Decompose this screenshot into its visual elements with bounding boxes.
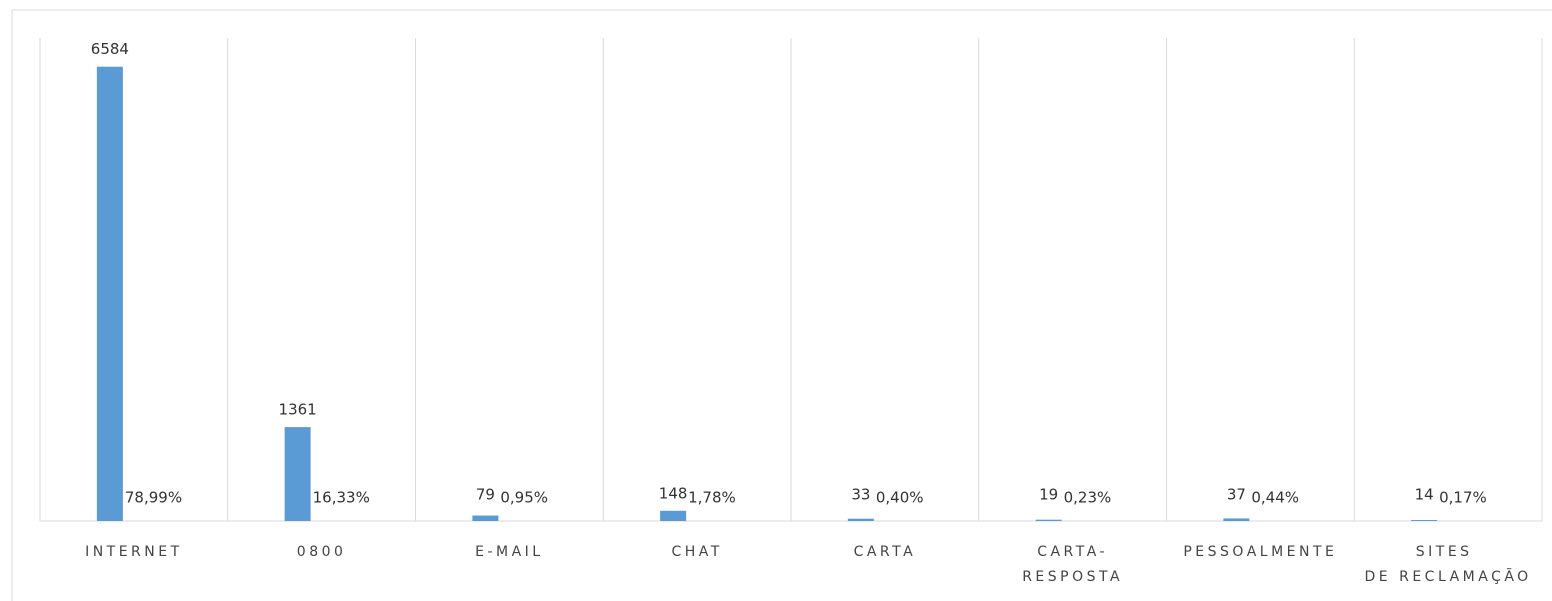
value-label: 16,33% — [313, 489, 370, 507]
value-label: 0,17% — [1439, 489, 1487, 507]
value-label: 14 — [1415, 486, 1434, 504]
value-label: 0,95% — [500, 489, 548, 507]
x-tick-label: CHAT — [671, 544, 722, 560]
bar — [847, 518, 874, 521]
x-tick-label: E-MAIL — [475, 544, 543, 560]
bar — [96, 66, 123, 521]
value-label: 6584 — [91, 40, 129, 58]
value-label: 0,23% — [1064, 489, 1112, 507]
bar — [1035, 519, 1062, 521]
x-tick-label: CARTA — [854, 544, 917, 560]
value-label: 0,44% — [1251, 489, 1299, 507]
value-label: 0,40% — [876, 489, 924, 507]
value-label: 37 — [1227, 486, 1246, 504]
x-tick-label: 0800 — [297, 544, 347, 560]
bar — [472, 515, 499, 521]
value-label: 78,99% — [125, 489, 182, 507]
value-label: 19 — [1039, 486, 1058, 504]
x-tick-label: PESSOALMENTE — [1183, 544, 1337, 560]
bar — [660, 510, 687, 521]
bar — [123, 516, 149, 521]
value-label: 148 — [659, 484, 688, 502]
value-label: 33 — [851, 486, 870, 504]
bar — [1223, 518, 1250, 521]
x-tick-label: CARTA-RESPOSTA — [1022, 544, 1123, 585]
bar — [284, 427, 311, 521]
bar — [1411, 520, 1438, 521]
value-label: 1,78% — [688, 489, 736, 507]
value-label: 1361 — [279, 401, 317, 419]
x-tick-label: INTERNET — [85, 544, 183, 560]
value-label: 79 — [476, 486, 495, 504]
x-tick-label: SITES DE RECLAMAÇÃO — [1365, 544, 1532, 585]
